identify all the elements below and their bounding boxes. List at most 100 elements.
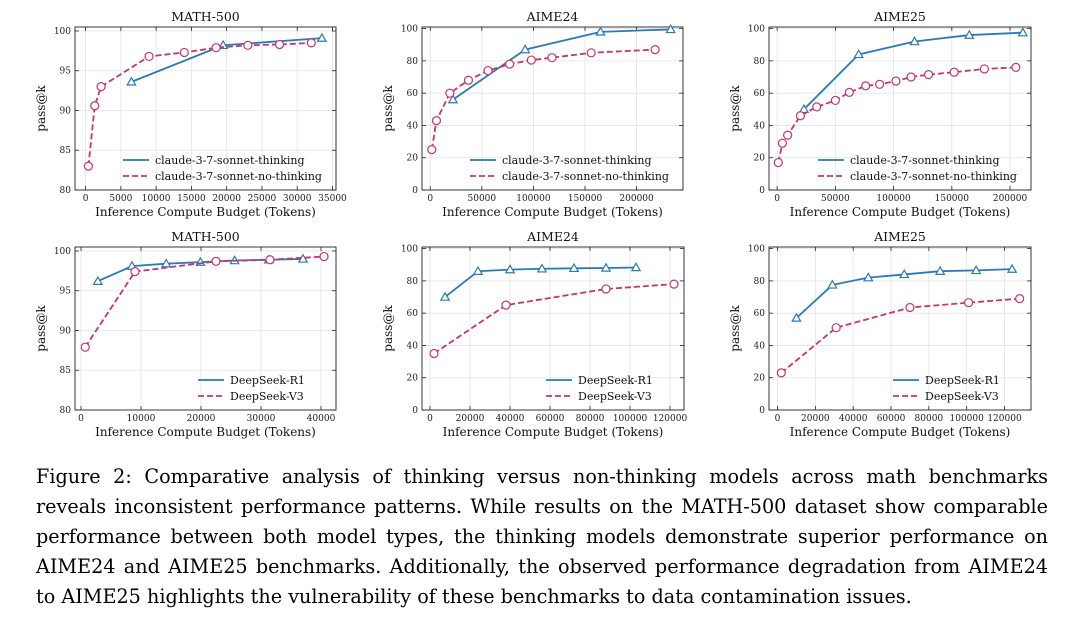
series-line-2 xyxy=(430,48,656,150)
y-tick-label: 0 xyxy=(412,406,418,416)
x-tick-label: 100000 xyxy=(950,414,985,424)
chart-panel-6: 0 20000 40000 60000 80000 100000 120000 0 20 40 60… xyxy=(728,229,1032,439)
data-point-circle xyxy=(831,323,841,333)
chart-title: AIME24 xyxy=(526,9,579,24)
x-tick-label: 30000 xyxy=(247,414,276,424)
chart-title: MATH-500 xyxy=(171,9,240,24)
x-tick-label: 0 xyxy=(775,414,781,424)
data-point-circle xyxy=(547,53,557,63)
x-tick-label: 100000 xyxy=(613,414,648,424)
x-tick-label: 5000 xyxy=(109,194,132,204)
y-tick-label: 20 xyxy=(407,374,419,384)
data-point-circle xyxy=(963,298,974,308)
series-line-2 xyxy=(433,283,675,355)
y-tick-label: 20 xyxy=(407,154,419,164)
legend-label-1: DeepSeek-R1 xyxy=(230,374,305,387)
plot-frame xyxy=(74,246,337,411)
y-tick-label: 40 xyxy=(754,121,766,131)
plot-frame xyxy=(421,26,684,191)
data-point-circle xyxy=(243,40,253,50)
data-point-circle xyxy=(669,279,679,289)
x-tick-label: 150000 xyxy=(935,194,970,204)
y-tick-label: 0 xyxy=(412,186,418,196)
data-point-circle xyxy=(211,256,221,266)
data-point-triangle xyxy=(899,269,910,279)
data-point-circle xyxy=(979,64,990,74)
data-point-circle xyxy=(1015,294,1025,304)
x-tick-label: 10000 xyxy=(127,414,156,424)
y-tick-label: 40 xyxy=(407,121,419,131)
x-tick-label: 30000 xyxy=(283,194,312,204)
data-point-triangle xyxy=(595,26,606,36)
data-point-triangle xyxy=(630,262,642,272)
x-tick-label: 0 xyxy=(83,194,89,204)
legend-label-2: claude-3-7-sonnet-no-thinking xyxy=(502,170,669,183)
y-tick-label: 100 xyxy=(54,247,71,257)
x-axis-label: Inference Compute Budget (Tokens) xyxy=(790,205,1011,219)
chart-title: AIME24 xyxy=(526,229,579,244)
data-point-circle xyxy=(526,55,536,65)
data-point-circle xyxy=(429,348,439,359)
data-point-circle xyxy=(83,161,94,171)
data-point-circle xyxy=(96,82,106,92)
x-tick-label: 0 xyxy=(427,414,433,424)
series-line-2 xyxy=(780,297,1020,374)
plot-frame xyxy=(768,246,1032,411)
x-tick-label: 20000 xyxy=(187,414,216,424)
y-tick-label: 40 xyxy=(407,341,419,351)
data-point-triangle xyxy=(964,29,975,39)
data-point-circle xyxy=(906,72,916,82)
y-tick-label: 80 xyxy=(407,57,419,67)
data-point-circle xyxy=(445,88,455,98)
y-tick-label: 80 xyxy=(407,277,419,287)
data-point-circle xyxy=(795,111,806,121)
y-tick-label: 90 xyxy=(60,106,72,116)
data-point-circle xyxy=(777,138,787,148)
data-point-circle xyxy=(130,267,140,277)
y-tick-label: 60 xyxy=(754,309,766,319)
y-tick-label: 40 xyxy=(754,341,766,351)
data-point-circle xyxy=(80,342,90,352)
data-point-triangle xyxy=(439,291,451,301)
x-tick-label: 100000 xyxy=(516,194,551,204)
x-tick-label: 120000 xyxy=(653,414,688,424)
data-point-circle xyxy=(875,79,885,89)
x-tick-label: 60000 xyxy=(536,414,565,424)
y-tick-label: 100 xyxy=(748,25,765,35)
x-tick-label: 10000 xyxy=(142,194,171,204)
data-point-circle xyxy=(650,44,660,55)
data-point-circle xyxy=(90,101,100,111)
data-point-triangle xyxy=(1006,263,1018,273)
data-point-triangle xyxy=(853,49,864,59)
data-point-circle xyxy=(179,47,189,58)
legend-label-1: claude-3-7-sonnet-thinking xyxy=(850,154,1000,167)
x-axis-label: Inference Compute Budget (Tokens) xyxy=(95,425,316,439)
data-point-triangle xyxy=(791,312,802,322)
y-axis-label: pass@k xyxy=(381,305,395,352)
y-tick-label: 90 xyxy=(60,326,72,336)
chart-panel-1: 0 5000 10000 15000 20000 25000 30000 35000 80 85 9… xyxy=(34,9,347,219)
y-axis-label: pass@k xyxy=(728,305,742,352)
data-point-triangle xyxy=(472,265,484,275)
legend-label-2: DeepSeek-V3 xyxy=(578,390,652,403)
data-point-circle xyxy=(776,368,786,378)
data-point-circle xyxy=(861,81,871,91)
x-tick-label: 0 xyxy=(427,194,433,204)
figure-caption: Figure 2: Comparative analysis of thinki… xyxy=(36,465,1048,608)
y-tick-label: 85 xyxy=(60,146,72,156)
y-tick-label: 80 xyxy=(754,277,766,287)
chart-title: AIME25 xyxy=(873,229,926,244)
y-tick-label: 60 xyxy=(754,89,766,99)
legend-label-1: DeepSeek-R1 xyxy=(578,374,653,387)
x-tick-label: 15000 xyxy=(177,194,206,204)
data-point-circle xyxy=(274,39,285,50)
y-tick-label: 20 xyxy=(754,374,766,384)
data-point-circle xyxy=(1011,62,1021,72)
data-point-circle xyxy=(144,51,154,62)
data-point-circle xyxy=(306,38,316,48)
data-point-circle xyxy=(483,65,493,76)
data-point-triangle xyxy=(568,262,580,273)
data-point-circle xyxy=(812,102,822,112)
legend-label-1: claude-3-7-sonnet-thinking xyxy=(155,154,305,167)
x-tick-label: 25000 xyxy=(248,194,277,204)
